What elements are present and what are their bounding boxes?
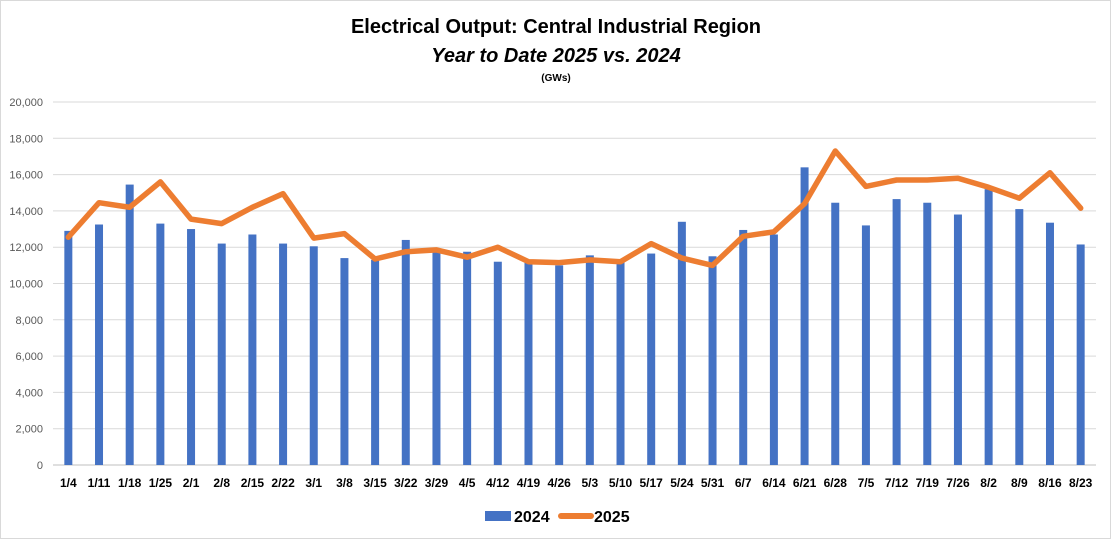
x-tick-label: 3/29	[425, 476, 449, 490]
bar-2024	[677, 221, 686, 465]
bar-2024	[800, 167, 809, 465]
bar-2024	[585, 255, 594, 465]
x-tick-label: 3/1	[305, 476, 322, 490]
bar-2024	[309, 246, 318, 465]
x-tick-label: 7/19	[916, 476, 940, 490]
grid-layer	[53, 101, 1096, 466]
x-tick-label: 3/15	[363, 476, 387, 490]
x-tick-label: 5/17	[640, 476, 664, 490]
bar-2024	[64, 230, 73, 465]
y-tick-label: 8,000	[15, 315, 43, 327]
x-tick-label: 5/10	[609, 476, 633, 490]
bar-2024	[95, 224, 104, 465]
x-tick-label: 3/8	[336, 476, 353, 490]
y-tick-label: 20,000	[9, 97, 43, 109]
y-tick-label: 4,000	[15, 387, 43, 399]
bar-2024	[647, 253, 656, 465]
x-tick-label: 8/16	[1038, 476, 1062, 490]
bar-2024	[401, 239, 410, 465]
x-tick-label: 5/24	[670, 476, 694, 490]
x-tick-label: 1/25	[149, 476, 173, 490]
y-tick-label: 2,000	[15, 424, 43, 436]
bar-2024	[187, 229, 196, 465]
bar-2024	[555, 265, 564, 465]
x-tick-label: 5/31	[701, 476, 725, 490]
bar-2024	[892, 199, 901, 466]
bar-2024	[125, 184, 134, 465]
legend-swatch-2024	[485, 511, 511, 521]
x-tick-label: 3/22	[394, 476, 418, 490]
bar-2024	[1076, 244, 1085, 465]
x-tick-label: 4/12	[486, 476, 510, 490]
x-tick-label: 7/12	[885, 476, 909, 490]
x-tick-label: 8/2	[980, 476, 997, 490]
bar-2024	[156, 223, 165, 465]
bar-2024	[340, 258, 349, 465]
x-tick-label: 2/15	[241, 476, 265, 490]
y-tick-label: 10,000	[9, 279, 43, 291]
bars-layer	[64, 167, 1085, 466]
legend-label-2024: 2024	[514, 509, 550, 526]
x-tick-label: 6/28	[824, 476, 848, 490]
legend: 2024 2025	[485, 509, 630, 526]
x-tick-label: 4/5	[459, 476, 476, 490]
x-tick-label: 2/8	[213, 476, 230, 490]
x-tick-label: 7/26	[946, 476, 970, 490]
x-tick-label: 4/19	[517, 476, 541, 490]
chart-title: Electrical Output: Central Industrial Re…	[351, 16, 761, 38]
bar-2024	[984, 189, 993, 465]
x-tick-label: 2/22	[271, 476, 295, 490]
bar-2024	[463, 251, 472, 465]
bar-2024	[1015, 209, 1024, 465]
y-tick-label: 0	[37, 460, 43, 472]
x-tick-label: 6/14	[762, 476, 786, 490]
x-tick-label: 5/3	[581, 476, 598, 490]
bar-2024	[371, 259, 380, 465]
y-tick-label: 14,000	[9, 206, 43, 218]
chart-subtitle: Year to Date 2025 vs. 2024	[431, 45, 680, 67]
bar-2024	[708, 256, 717, 465]
line-layer	[65, 148, 1084, 269]
x-tick-label: 6/7	[735, 476, 752, 490]
x-axis-ticks: 1/4 1/11 1/18 1/25 2/1 2/8 2/15 2/22 3/1 3/8 3/15 3…	[60, 476, 1093, 490]
bar-2024	[923, 202, 932, 466]
bar-2024	[524, 262, 533, 465]
x-tick-label: 1/18	[118, 476, 142, 490]
y-tick-label: 6,000	[15, 351, 43, 363]
bar-2024	[1045, 222, 1054, 465]
bar-2024	[831, 202, 840, 466]
x-tick-label: 1/11	[88, 476, 111, 490]
x-tick-label: 7/5	[858, 476, 875, 490]
y-tick-label: 16,000	[9, 170, 43, 182]
bar-2024	[217, 243, 226, 465]
bar-2024	[432, 250, 441, 465]
x-tick-label: 2/1	[183, 476, 200, 490]
x-tick-label: 6/21	[793, 476, 817, 490]
bar-2024	[616, 260, 625, 465]
legend-label-2025: 2025	[594, 509, 630, 526]
chart-unit: (GWs)	[541, 73, 570, 84]
line-2025	[65, 148, 1084, 269]
x-tick-label: 8/23	[1069, 476, 1093, 490]
x-tick-label: 8/9	[1011, 476, 1028, 490]
bar-2024	[279, 243, 288, 465]
bar-2024	[739, 229, 748, 465]
bar-2024	[248, 234, 257, 465]
y-tick-label: 12,000	[9, 242, 43, 254]
x-tick-label: 4/26	[547, 476, 571, 490]
y-axis-ticks: 0 2,000 4,000 6,000 8,000 10,000 12,000 14,000 1…	[9, 97, 43, 472]
x-tick-label: 1/4	[60, 476, 77, 490]
bar-2024	[493, 261, 502, 465]
y-tick-label: 18,000	[9, 133, 43, 145]
bar-2024	[769, 234, 778, 465]
bar-2024	[953, 214, 962, 465]
bar-2024	[861, 225, 870, 465]
